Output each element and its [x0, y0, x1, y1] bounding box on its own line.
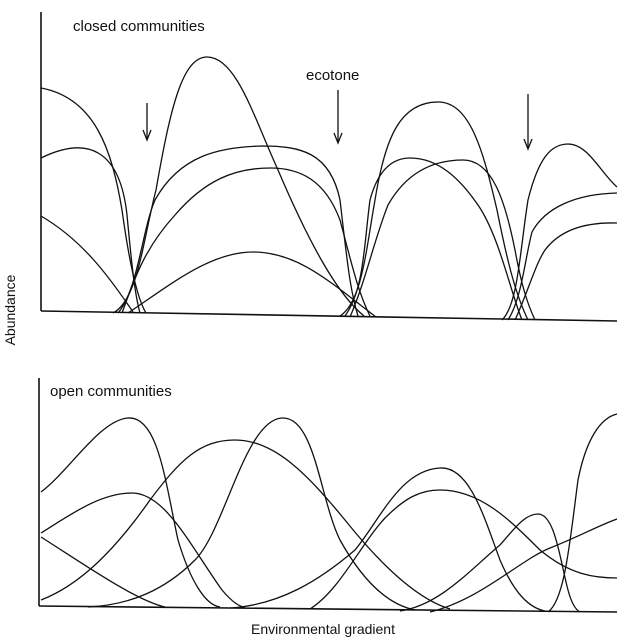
- open-species-6: [229, 467, 546, 612]
- closed-community-2-species-b: [117, 145, 359, 317]
- ecotone-arrow-2: [333, 90, 343, 145]
- open-species-4: [40, 439, 451, 610]
- open-communities-panel: open communities: [38, 378, 618, 613]
- closed-community-4-species-b: [507, 192, 618, 321]
- closed-community-2-species-d: [127, 251, 377, 318]
- ecotone-arrow-1: [142, 103, 152, 142]
- open-species-5: [87, 417, 416, 611]
- open-species-1: [40, 417, 221, 608]
- open-species-2: [40, 492, 246, 608]
- closed-community-4-species-a: [501, 143, 618, 321]
- y-axis-label: Abundance: [2, 274, 18, 345]
- closed-community-3-species-a: [339, 101, 529, 321]
- closed-community-3-species-b: [344, 157, 523, 321]
- open-species-8: [399, 513, 581, 613]
- closed-communities-title: closed communities: [73, 18, 205, 35]
- closed-community-1-species-a: [40, 87, 147, 314]
- open-species-3: [40, 536, 166, 608]
- open-species-10: [547, 413, 618, 613]
- top-x-axis: [40, 310, 618, 322]
- open-species-9: [429, 518, 618, 613]
- closed-communities-panel: closed communities ecotone: [40, 12, 618, 322]
- open-communities-title: open communities: [50, 383, 172, 400]
- ecotone-label: ecotone: [306, 67, 359, 84]
- closed-community-2-species-a: [112, 56, 365, 317]
- x-axis-label: Environmental gradient: [251, 621, 395, 637]
- closed-community-4-species-c: [514, 222, 618, 321]
- closed-community-1-species-c: [40, 215, 134, 313]
- bottom-x-axis: [38, 605, 618, 613]
- ecotone-arrow-3: [523, 94, 533, 151]
- closed-community-1-species-b: [40, 147, 141, 314]
- closed-community-2-species-c: [121, 167, 371, 317]
